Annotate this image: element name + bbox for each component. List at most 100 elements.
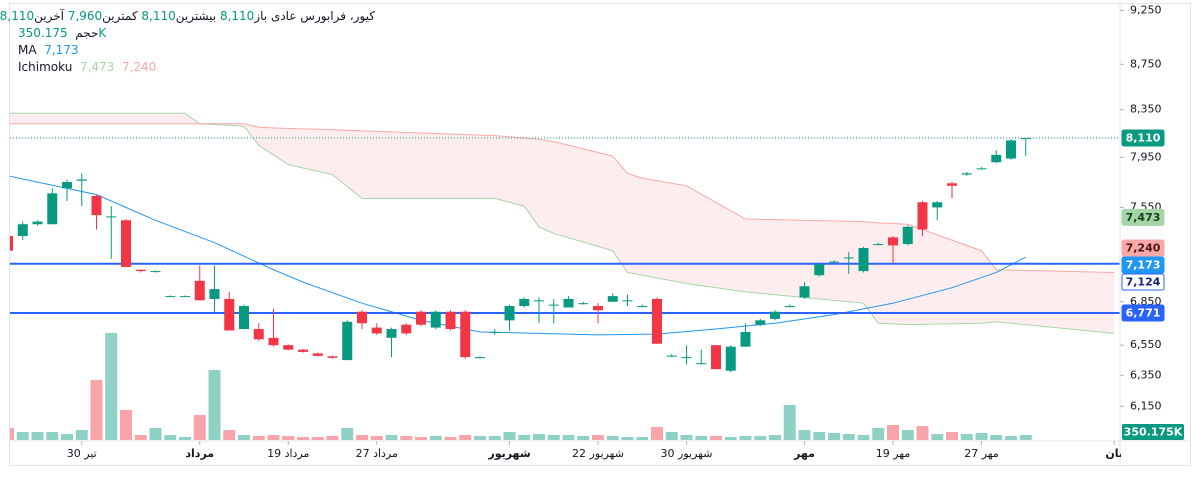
x-tick-label: شهریور [487,447,530,460]
candle-body [932,202,943,208]
volume-bar [356,435,368,440]
candle-body [209,289,220,299]
volume-bar [238,435,250,440]
x-tick-label: مهر [793,447,815,460]
candle-body [637,306,648,308]
volume-bar [311,437,324,440]
candle-body [106,216,117,218]
symbol: کیور، فرابورس عادی [270,9,375,23]
y-tick-label: 8,750 [1130,57,1162,70]
fields: باز8,110 بیشترین8,110 کمترین7,960 آخرین8… [0,9,267,23]
value: 7,240 [121,60,157,74]
volume-bar [134,435,147,440]
volume-bar [370,436,383,440]
legend-row: MA 7,173 [18,42,375,59]
value: 7,473 [79,60,115,74]
label: حجم [75,26,99,40]
candle-body [917,202,928,230]
candle-body [445,311,456,330]
candle-body [239,306,249,330]
volume-bar [547,435,560,440]
candle-body [357,311,367,324]
candle-body [416,311,426,325]
candle-body [873,244,884,246]
volume-bar [931,434,944,440]
volume-bar [857,435,870,440]
cloud [10,113,1115,334]
price-label-bg [1121,129,1165,147]
volume-bar [901,430,914,440]
volume-label-bg [1122,424,1184,440]
volume-bar [75,430,88,440]
candle-body [681,357,692,359]
candle-body [62,182,72,189]
volume-bar [10,428,14,440]
candle-body [666,355,677,357]
volume-bar [990,435,1003,440]
x-tick-label: 30 تیر [67,447,97,460]
candle-body [150,271,161,273]
candle-body [386,329,397,338]
candle-body [312,353,323,356]
candle-body [534,300,544,302]
volume-bar [960,434,973,440]
volume-bar [946,432,958,440]
volume-bar [769,435,781,440]
ma-line [10,175,1026,336]
candle-body [593,306,603,311]
price-label: 8,110 [1126,131,1161,144]
x-tick-label: 19 مرداد [267,447,309,460]
candle-body [814,264,825,276]
candle-body [902,226,913,245]
candle-body [770,311,780,319]
volume-bar [1019,434,1032,440]
volume-bar [739,436,752,440]
field-value: 8,110 [219,9,255,23]
candle-body [165,296,176,298]
volume-bar [223,430,236,440]
candle-body [504,306,515,321]
candle-body [843,257,854,259]
volume-bar [474,436,486,440]
candle-body [371,327,382,334]
field-name: آخرین [34,9,64,23]
price-label-bg [1121,208,1165,226]
field-name: کمترین [102,9,138,23]
volume-bar [724,437,737,440]
x-tick-label: مرداد [185,447,214,460]
candle-body [799,286,810,298]
candle-body [268,337,279,346]
field-name: باز [254,9,268,23]
volume-bar [488,436,501,440]
volume-bar [282,436,295,440]
volume-bar [636,437,649,440]
axis-cover [1121,446,1190,465]
volume-bar [798,430,811,440]
volume-bar [415,437,427,440]
volume-bar [179,437,191,440]
candle-body [740,331,751,347]
candle-body [489,331,500,333]
candle-body [32,221,43,225]
candle-body [135,269,146,272]
volume-bar [813,432,826,440]
volume-label: 350.175K [1124,426,1183,439]
candle-body [47,193,58,225]
candle-body [224,298,235,331]
candle-body [283,345,294,350]
candle-body [947,183,957,186]
candle-body [755,320,766,325]
volume-bar [326,436,339,440]
volume-bar [164,435,177,440]
volume-bar [267,435,280,440]
volume-bar [149,428,162,440]
volume-bar [754,436,767,440]
value: 7,173 [44,43,79,57]
candle-body [607,296,618,302]
candle-body [976,168,987,170]
candle-body [76,179,87,181]
value: 350.175K [18,26,107,40]
x-tick-label: 19 مهر [876,447,911,460]
legend-row: حجم 350.175K [18,25,375,42]
